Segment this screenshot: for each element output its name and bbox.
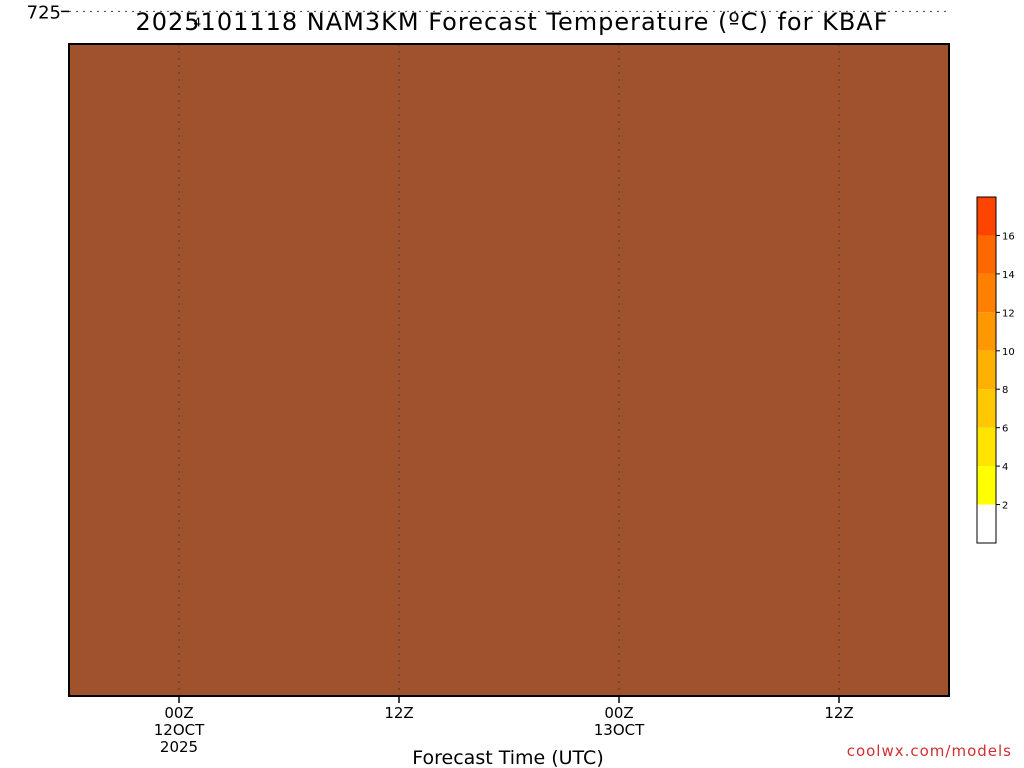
colorbar-swatch-0 [977, 504, 996, 543]
x-tick-label-24-1: 13OCT [594, 721, 645, 739]
plot-frame [68, 43, 950, 697]
colorbar-label-10: 10 [1002, 347, 1015, 358]
credit-text: coolwx.com/models [847, 742, 1012, 760]
colorbar-label-2: 2 [1002, 501, 1008, 512]
colorbar-swatch-4 [977, 350, 996, 390]
x-axis-label: Forecast Time (UTC) [412, 747, 603, 768]
terrain [69, 44, 949, 696]
contour-label-0: 4 [194, 15, 202, 29]
x-tick-label-12-0: 12Z [384, 704, 413, 722]
terrain-layer [69, 44, 949, 696]
colorbar-label-12: 12 [1002, 308, 1015, 319]
colorbar-swatch-5 [977, 312, 996, 351]
colorbar-label-8: 8 [1002, 385, 1008, 396]
x-tick-label-24-0: 00Z [604, 704, 633, 722]
colorbar: 2 4 6 8 10 12 14 16 [976, 196, 1015, 544]
colorbar-label-14: 14 [1002, 270, 1015, 281]
colorbar-swatch-6 [977, 273, 996, 313]
x-tick-label-0-0: 00Z [164, 704, 193, 722]
colorbar-label-16: 16 [1002, 231, 1015, 242]
colorbar-swatch-2 [977, 427, 996, 467]
x-tick-label-0-1: 12OCT [154, 721, 205, 739]
colorbar-swatch-7 [977, 235, 996, 274]
contour-labels: 424466688888101210812810101210 [194, 15, 202, 29]
y-tick-label-725: 725 [27, 2, 61, 23]
colorbar-label-6: 6 [1002, 424, 1008, 435]
colorbar-swatch-1 [977, 466, 996, 505]
x-tick-label-0-2: 2025 [160, 738, 198, 756]
colorbar-swatch-8 [977, 197, 996, 236]
colorbar-label-4: 4 [1002, 462, 1008, 473]
colorbar-frame [976, 196, 997, 544]
colorbar-swatch-3 [977, 389, 996, 428]
chart-title: 2025101118 NAM3KM Forecast Temperature (… [135, 8, 888, 36]
x-tick-label-36-0: 12Z [824, 704, 853, 722]
y-axis: 7257507758008258508759009259509751000 [27, 2, 69, 23]
